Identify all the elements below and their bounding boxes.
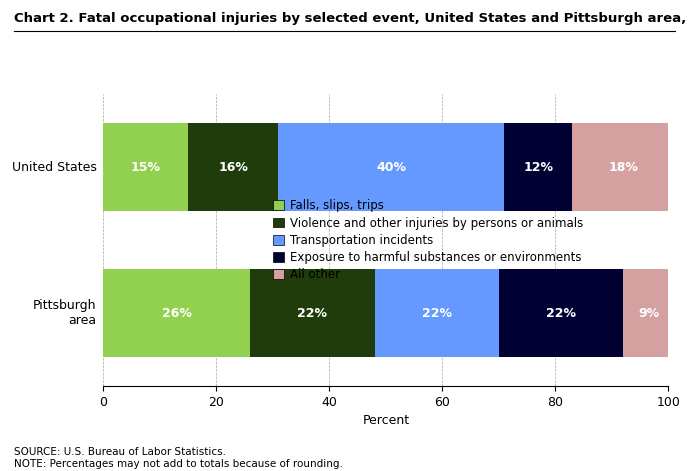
Bar [573, 123, 674, 211]
Text: 22%: 22% [546, 307, 576, 320]
Bar [278, 123, 504, 211]
Text: 22%: 22% [298, 307, 327, 320]
Text: 18%: 18% [608, 161, 638, 174]
Text: 15%: 15% [131, 161, 161, 174]
Bar [188, 123, 278, 211]
Bar [499, 269, 623, 357]
Legend: Falls, slips, trips, Violence and other injuries by persons or animals, Transpor: Falls, slips, trips, Violence and other … [273, 199, 583, 281]
Text: 22%: 22% [422, 307, 452, 320]
Bar [504, 123, 573, 211]
Text: SOURCE: U.S. Bureau of Labor Statistics.
NOTE: Percentages may not add to totals: SOURCE: U.S. Bureau of Labor Statistics.… [14, 447, 342, 469]
Text: 26%: 26% [162, 307, 192, 320]
Text: 40%: 40% [376, 161, 407, 174]
Bar [103, 269, 250, 357]
Bar [375, 269, 499, 357]
Text: 16%: 16% [218, 161, 248, 174]
Text: 12%: 12% [524, 161, 553, 174]
Text: Chart 2. Fatal occupational injuries by selected event, United States and Pittsb: Chart 2. Fatal occupational injuries by … [14, 12, 689, 25]
Bar [623, 269, 674, 357]
Text: 9%: 9% [638, 307, 659, 320]
X-axis label: Percent: Percent [362, 414, 409, 428]
Bar [103, 123, 188, 211]
Bar [250, 269, 375, 357]
